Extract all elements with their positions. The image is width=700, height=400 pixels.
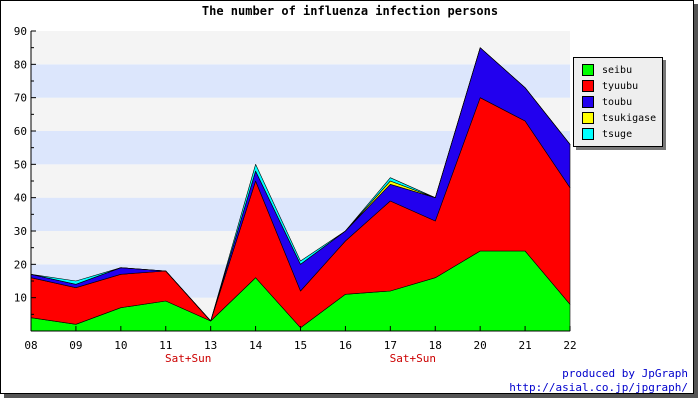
y-tick-label: 30 [14,225,27,238]
credit-line-1[interactable]: produced by JpGraph [562,367,688,380]
legend-item-tyuubu: tyuubu [582,79,638,93]
y-tick-label: 60 [14,125,27,138]
x-tick-label: 14 [249,339,263,352]
x-tick-label: 08 [24,339,37,352]
x-tick-label: 21 [518,339,531,352]
x-tick-label: 10 [114,339,127,352]
x-tick-label: 17 [384,339,397,352]
y-tick-label: 10 [14,292,27,305]
weekend-label: Sat+Sun [390,352,436,365]
legend-swatch [582,80,594,92]
legend-label: tsuge [602,128,633,140]
legend-label: tyuubu [602,80,639,92]
legend-label: seibu [602,64,633,76]
x-tick-label: 15 [294,339,307,352]
y-tick-label: 50 [14,158,27,171]
y-tick-label: 70 [14,92,27,105]
area-tsuge [30,47,571,322]
x-tick-label: 09 [69,339,82,352]
chart-title: The number of influenza infection person… [201,4,499,18]
legend-swatch [582,112,594,124]
y-tick-label: 20 [14,258,27,271]
legend-item-tsuge: tsuge [582,127,632,141]
legend-item-toubu: toubu [582,95,632,109]
x-tick-label: 18 [429,339,442,352]
x-tick-label: 16 [339,339,352,352]
legend-swatch [582,96,594,108]
legend: seibu tyuubu toubu tsukigase tsuge [573,57,663,147]
legend-label: toubu [602,96,633,108]
x-tick-label: 22 [563,339,576,352]
y-tick-label: 90 [14,25,27,38]
legend-swatch [582,64,594,76]
y-tick-label: 80 [14,58,27,71]
legend-item-seibu: seibu [582,63,632,77]
x-tick-label: 20 [474,339,487,352]
weekend-label: Sat+Sun [165,352,211,365]
legend-swatch [582,128,594,140]
y-tick-label: 40 [14,192,27,205]
legend-item-tsukigase: tsukigase [582,111,656,125]
x-tick-label: 11 [159,339,172,352]
credit-link[interactable]: http://asial.co.jp/jpgraph/ [509,381,688,394]
legend-label: tsukigase [602,112,657,124]
x-tick-label: 13 [204,339,217,352]
